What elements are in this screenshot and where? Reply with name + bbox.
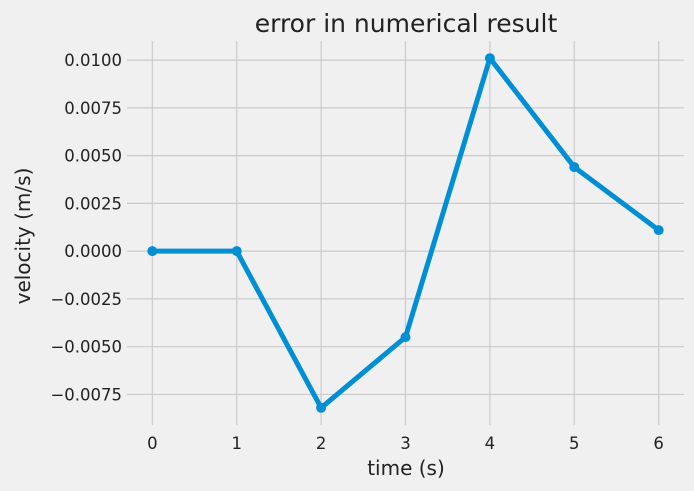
y-axis-ticks: −0.0075 −0.0050 −0.0025 0.0000 0.0025 0.0050 0… [50,51,122,404]
x-tick-label: 0 [147,434,158,453]
x-axis-ticks: 0 1 2 3 4 5 6 [147,434,664,453]
y-tick-label: 0.0100 [64,51,122,70]
data-point [316,402,327,413]
x-tick-label: 6 [653,434,664,453]
y-tick-label: 0.0075 [64,99,122,118]
data-point [653,225,664,236]
x-axis-label: time (s) [367,456,445,480]
y-tick-label: 0.0025 [64,194,122,213]
y-tick-label: 0.0050 [64,147,122,166]
x-tick-label: 3 [400,434,411,453]
y-tick-label: 0.0000 [64,242,122,261]
data-point [484,53,495,64]
x-tick-label: 5 [569,434,580,453]
y-tick-label: −0.0025 [50,290,122,309]
y-axis-label: velocity (m/s) [11,168,35,305]
y-tick-label: −0.0050 [50,338,122,357]
x-tick-label: 4 [485,434,496,453]
data-point [569,162,580,173]
x-tick-label: 1 [231,434,242,453]
series [147,53,664,413]
data-point [147,246,158,257]
data-point [231,246,242,257]
chart-title: error in numerical result [255,9,558,38]
grid [127,41,684,425]
y-tick-label: −0.0075 [50,385,122,404]
data-point [400,332,411,343]
x-tick-label: 2 [316,434,327,453]
